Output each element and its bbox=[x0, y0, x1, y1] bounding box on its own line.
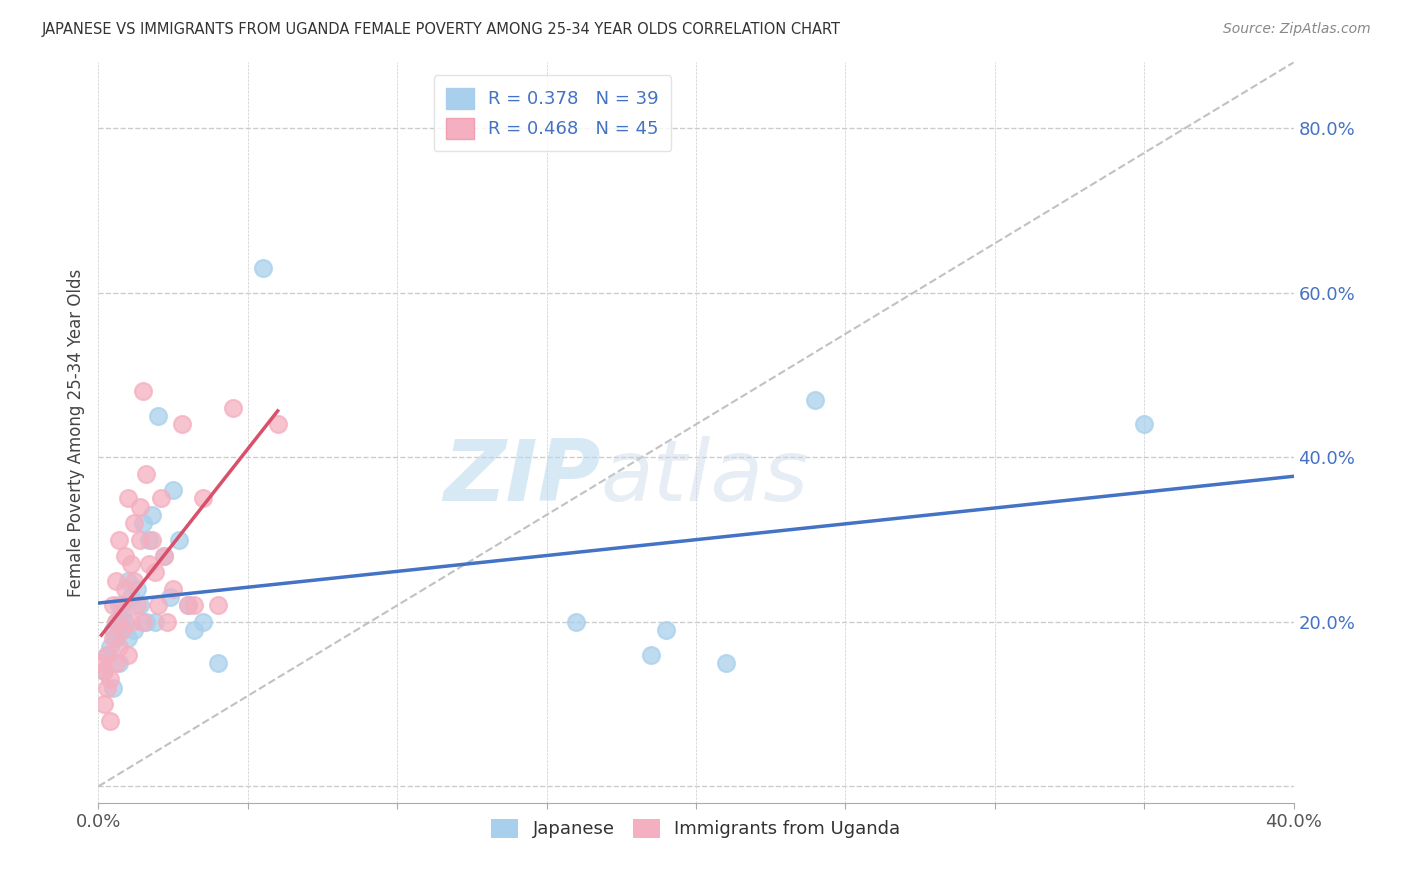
Point bbox=[98, 714, 122, 728]
Point bbox=[714, 656, 737, 670]
Point bbox=[148, 409, 170, 424]
Point bbox=[177, 599, 200, 613]
Y-axis label: Female Poverty Among 25-34 Year Olds: Female Poverty Among 25-34 Year Olds bbox=[66, 268, 84, 597]
Point bbox=[124, 623, 146, 637]
Point bbox=[141, 508, 163, 522]
Point bbox=[120, 590, 142, 604]
Point bbox=[105, 615, 128, 629]
Point bbox=[127, 599, 149, 613]
Point bbox=[117, 648, 139, 662]
Point bbox=[93, 697, 115, 711]
Point bbox=[141, 533, 163, 547]
Point bbox=[103, 681, 125, 695]
Text: ZIP: ZIP bbox=[443, 435, 600, 518]
Point bbox=[120, 615, 142, 629]
Point bbox=[117, 632, 139, 646]
Point bbox=[655, 623, 678, 637]
Legend: Japanese, Immigrants from Uganda: Japanese, Immigrants from Uganda bbox=[484, 812, 908, 846]
Point bbox=[153, 549, 176, 563]
Point bbox=[143, 615, 166, 629]
Point bbox=[105, 574, 128, 588]
Point bbox=[640, 648, 662, 662]
Point bbox=[156, 615, 179, 629]
Point bbox=[159, 590, 181, 604]
Point bbox=[111, 599, 134, 613]
Point bbox=[105, 656, 128, 670]
Point bbox=[183, 599, 205, 613]
Point bbox=[148, 599, 170, 613]
Point bbox=[162, 582, 184, 596]
Point bbox=[132, 384, 155, 399]
Point bbox=[177, 599, 200, 613]
Point bbox=[103, 623, 125, 637]
Point bbox=[150, 491, 173, 506]
Point bbox=[111, 623, 134, 637]
Point bbox=[191, 615, 214, 629]
Point bbox=[172, 417, 194, 432]
Point bbox=[207, 599, 229, 613]
Point bbox=[252, 261, 274, 276]
Point bbox=[108, 533, 131, 547]
Point bbox=[108, 656, 131, 670]
Point bbox=[108, 640, 131, 654]
Point bbox=[129, 500, 152, 514]
Point bbox=[162, 483, 184, 498]
Point bbox=[132, 516, 155, 530]
Point bbox=[108, 599, 131, 613]
Point bbox=[132, 615, 155, 629]
Point bbox=[804, 392, 827, 407]
Point bbox=[135, 467, 157, 481]
Point bbox=[111, 623, 134, 637]
Point bbox=[153, 549, 176, 563]
Point bbox=[135, 615, 157, 629]
Text: atlas: atlas bbox=[600, 435, 808, 518]
Point bbox=[90, 656, 112, 670]
Point bbox=[565, 615, 588, 629]
Point bbox=[117, 574, 139, 588]
Point bbox=[105, 632, 128, 646]
Point bbox=[1133, 417, 1156, 432]
Point bbox=[114, 549, 136, 563]
Point bbox=[96, 681, 118, 695]
Point bbox=[191, 491, 214, 506]
Point bbox=[117, 491, 139, 506]
Text: JAPANESE VS IMMIGRANTS FROM UGANDA FEMALE POVERTY AMONG 25-34 YEAR OLDS CORRELAT: JAPANESE VS IMMIGRANTS FROM UGANDA FEMAL… bbox=[42, 22, 841, 37]
Point bbox=[114, 615, 136, 629]
Point bbox=[103, 599, 125, 613]
Point bbox=[127, 582, 149, 596]
Point bbox=[183, 623, 205, 637]
Point bbox=[129, 533, 152, 547]
Point bbox=[96, 648, 118, 662]
Point bbox=[105, 615, 128, 629]
Point bbox=[124, 574, 146, 588]
Point bbox=[98, 673, 122, 687]
Point bbox=[167, 533, 190, 547]
Point bbox=[143, 566, 166, 580]
Point bbox=[138, 533, 160, 547]
Point bbox=[96, 648, 118, 662]
Point bbox=[129, 599, 152, 613]
Point bbox=[138, 558, 160, 572]
Text: Source: ZipAtlas.com: Source: ZipAtlas.com bbox=[1223, 22, 1371, 37]
Point bbox=[222, 401, 245, 415]
Point bbox=[120, 558, 142, 572]
Point bbox=[93, 664, 115, 678]
Point bbox=[98, 640, 122, 654]
Point bbox=[207, 656, 229, 670]
Point bbox=[111, 607, 134, 621]
Point bbox=[93, 664, 115, 678]
Point bbox=[267, 417, 290, 432]
Point bbox=[103, 632, 125, 646]
Point bbox=[114, 582, 136, 596]
Point bbox=[124, 516, 146, 530]
